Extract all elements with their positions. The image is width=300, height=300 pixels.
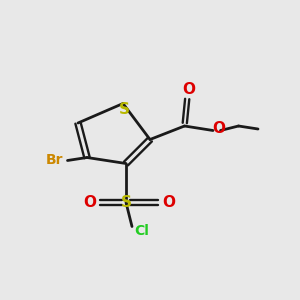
Text: S: S [119,102,130,117]
Text: O: O [212,122,225,136]
Text: Br: Br [46,154,63,167]
Text: S: S [121,195,131,210]
Text: O: O [83,195,96,210]
Text: Cl: Cl [134,224,149,238]
Text: O: O [182,82,196,97]
Text: O: O [162,195,175,210]
